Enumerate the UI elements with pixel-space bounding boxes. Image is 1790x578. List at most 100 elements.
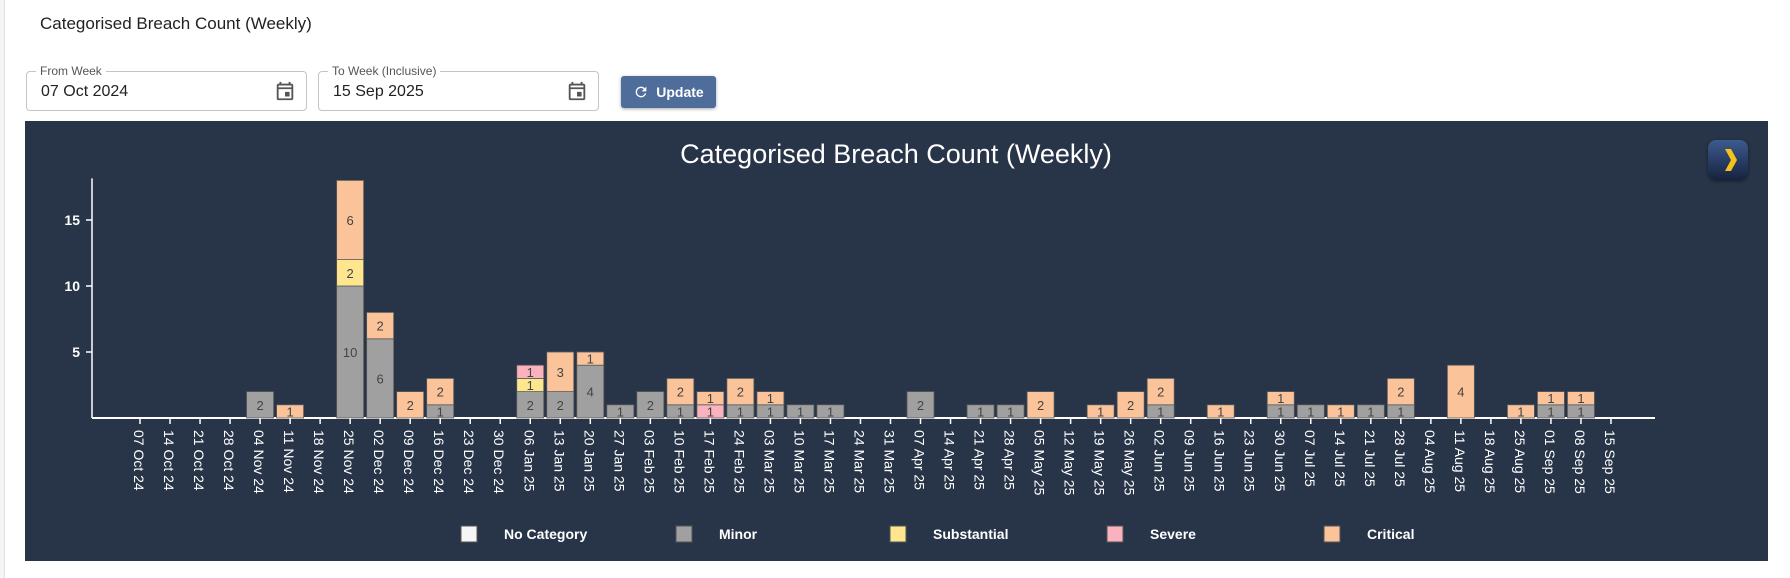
legend-item[interactable]: Substantial <box>889 525 1008 543</box>
x-tick-label: 28 Apr 25 <box>1002 430 1018 490</box>
x-tick-label: 14 Oct 24 <box>161 430 177 491</box>
bar-value-label: 1 <box>527 378 534 393</box>
x-tick-label: 03 Feb 25 <box>641 430 657 493</box>
x-tick-label: 24 Feb 25 <box>731 430 747 493</box>
x-tick-label: 21 Oct 24 <box>191 430 207 491</box>
legend-item[interactable]: Critical <box>1323 525 1414 543</box>
from-week-value: 07 Oct 2024 <box>41 83 129 100</box>
bar-segment-critical[interactable] <box>426 377 455 406</box>
app-logo[interactable] <box>1708 140 1748 180</box>
bar-segment-critical[interactable] <box>1446 364 1475 419</box>
calendar-icon[interactable] <box>274 80 296 102</box>
x-tick-label: 07 Oct 24 <box>131 430 147 491</box>
bar-value-label: 2 <box>347 266 354 281</box>
x-tick-label: 06 Jan 25 <box>521 430 537 492</box>
bar-value-label: 1 <box>1307 404 1314 419</box>
bar-value-label: 1 <box>767 391 774 406</box>
x-tick-label: 17 Mar 25 <box>821 430 837 493</box>
legend-item[interactable]: No Category <box>460 525 587 543</box>
bar-segment-critical[interactable] <box>696 391 725 406</box>
legend-item[interactable]: Minor <box>675 525 758 543</box>
bar-value-label: 2 <box>377 319 384 334</box>
x-tick-label: 30 Jun 25 <box>1272 430 1288 492</box>
y-tick-label: 15 <box>64 212 80 228</box>
bar-segment-critical[interactable] <box>1146 377 1175 406</box>
logo-icon <box>1725 149 1737 171</box>
to-week-label: To Week (Inclusive) <box>328 64 441 78</box>
bar-value-label: 4 <box>587 385 594 400</box>
legend-swatch <box>889 525 907 543</box>
x-tick-label: 10 Feb 25 <box>671 430 687 493</box>
update-button[interactable]: Update <box>621 76 716 108</box>
bar-segment-critical[interactable] <box>726 377 755 406</box>
bar-value-label: 6 <box>377 371 384 386</box>
refresh-icon <box>635 86 647 98</box>
bar-segment-substantial[interactable] <box>336 259 365 287</box>
x-tick-label: 09 Dec 24 <box>401 430 417 494</box>
bar-value-label: 10 <box>343 345 357 360</box>
bar-segment-critical[interactable] <box>1266 391 1295 406</box>
bar-value-label: 2 <box>256 398 263 413</box>
bar-value-label: 1 <box>1097 404 1104 419</box>
bar-segment-minor[interactable] <box>576 364 605 419</box>
x-tick-label: 08 Sep 25 <box>1572 430 1588 494</box>
bar-segment-minor[interactable] <box>546 391 575 419</box>
x-tick-label: 26 May 25 <box>1122 430 1138 496</box>
bar-value-label: 1 <box>827 404 834 419</box>
x-tick-label: 04 Nov 24 <box>251 430 267 494</box>
bar-segment-critical[interactable] <box>336 180 365 260</box>
bar-value-label: 2 <box>917 398 924 413</box>
legend-label: Critical <box>1367 526 1414 542</box>
calendar-icon[interactable] <box>566 80 588 102</box>
x-tick-label: 18 Nov 24 <box>311 430 327 494</box>
bar-segment-minor[interactable] <box>366 338 395 419</box>
bar-segment-critical[interactable] <box>366 311 395 340</box>
bar-segment-minor[interactable] <box>906 391 935 419</box>
legend-swatch <box>460 525 478 543</box>
x-tick-label: 13 Jan 25 <box>551 430 567 492</box>
x-tick-label: 07 Jul 25 <box>1302 430 1318 487</box>
bar-segment-critical[interactable] <box>756 391 785 406</box>
bar-value-label: 1 <box>1277 391 1284 406</box>
bar-segment-severe[interactable] <box>516 364 545 379</box>
x-tick-label: 23 Dec 24 <box>461 430 477 494</box>
to-week-field[interactable]: To Week (Inclusive) 15 Sep 2025 <box>318 64 599 111</box>
bar-value-label: 1 <box>977 404 984 419</box>
bar-value-label: 2 <box>737 385 744 400</box>
legend-label: Severe <box>1150 526 1196 542</box>
bar-value-label: 1 <box>677 404 684 419</box>
x-tick-label: 01 Sep 25 <box>1542 430 1558 494</box>
legend-swatch <box>675 525 693 543</box>
x-tick-label: 27 Jan 25 <box>611 430 627 492</box>
bar-segment-critical[interactable] <box>546 351 575 392</box>
bar-segment-critical[interactable] <box>396 391 425 419</box>
bar-value-label: 1 <box>1277 404 1284 419</box>
bar-segment-critical[interactable] <box>1567 391 1595 406</box>
bar-value-label: 1 <box>1517 404 1524 419</box>
chart-panel: Categorised Breach Count (Weekly) 5 10 15 … <box>25 121 1768 561</box>
bar-segment-critical[interactable] <box>1026 391 1055 419</box>
x-tick-label: 28 Oct 24 <box>221 430 237 491</box>
bar-value-label: 1 <box>1007 404 1014 419</box>
bar-value-label: 1 <box>1547 391 1554 406</box>
bar-segment-critical[interactable] <box>576 351 605 366</box>
legend-item[interactable]: Severe <box>1106 525 1196 543</box>
bar-value-label: 1 <box>1397 404 1404 419</box>
bar-value-label: 4 <box>1457 385 1464 400</box>
bar-value-label: 1 <box>707 404 714 419</box>
bar-value-label: 2 <box>1397 385 1404 400</box>
bar-value-label: 1 <box>286 404 293 419</box>
bar-segment-minor[interactable] <box>246 391 274 419</box>
bar-segment-critical[interactable] <box>1537 391 1565 406</box>
bar-segment-critical[interactable] <box>1386 377 1415 406</box>
from-week-field[interactable]: From Week 07 Oct 2024 <box>26 64 307 111</box>
x-tick-label: 30 Dec 24 <box>491 430 507 494</box>
bar-value-label: 1 <box>527 365 534 380</box>
bar-value-label: 1 <box>767 404 774 419</box>
x-tick-label: 02 Dec 24 <box>371 430 387 494</box>
x-tick-label: 12 May 25 <box>1062 430 1078 496</box>
x-tick-label: 20 Jan 25 <box>581 430 597 492</box>
x-tick-label: 04 Aug 25 <box>1422 430 1438 493</box>
bar-value-label: 1 <box>707 391 714 406</box>
bar-segment-critical[interactable] <box>666 377 695 406</box>
